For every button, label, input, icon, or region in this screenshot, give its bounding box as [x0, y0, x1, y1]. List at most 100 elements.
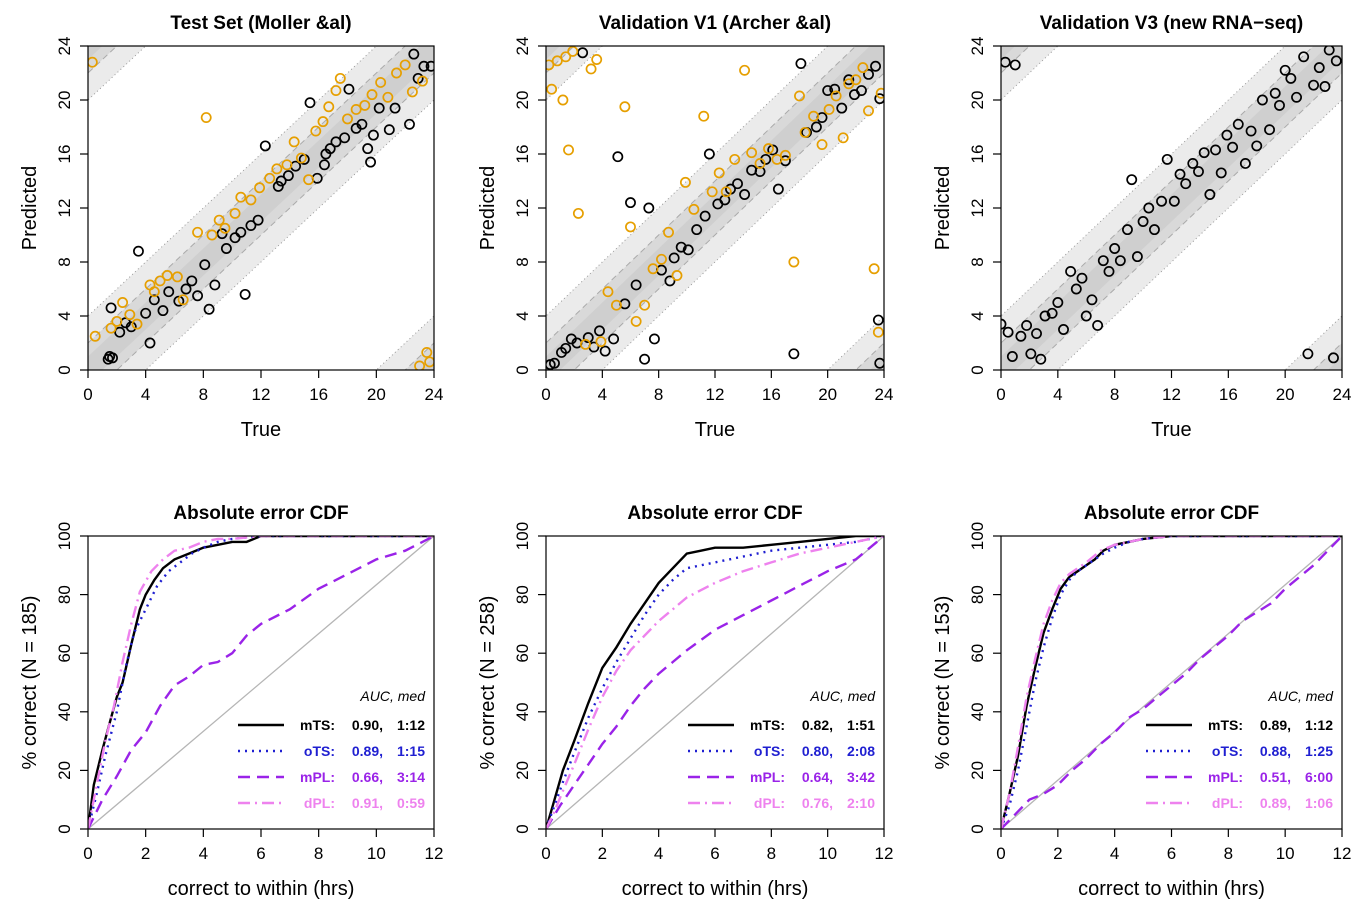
- data-point: [1232, 118, 1244, 130]
- legend-med: 6:00: [1305, 769, 1333, 785]
- data-point: [1256, 94, 1268, 106]
- data-point: [608, 333, 620, 345]
- data-point: [713, 167, 725, 179]
- legend-auc: 0.51,: [1260, 769, 1291, 785]
- data-point: [719, 194, 731, 206]
- data-point: [216, 228, 228, 240]
- x-tick-label: 20: [818, 385, 837, 404]
- chart-panel-3: 0 4 8 12 16 20 24 0 4 8 12 16 20 24 Validation V3 (new…: [932, 13, 1351, 441]
- data-point: [1245, 125, 1257, 137]
- data-point: [105, 322, 117, 334]
- data-point: [383, 124, 395, 136]
- data-point: [688, 203, 700, 215]
- data-point: [359, 99, 371, 111]
- legend-med: 3:14: [397, 769, 425, 785]
- data-point: [679, 176, 691, 188]
- data-point: [288, 136, 300, 148]
- data-point: [729, 153, 741, 165]
- x-axis: 0 4 8 12 16 20 24: [541, 370, 893, 404]
- data-point: [1239, 157, 1251, 169]
- data-point: [863, 105, 874, 117]
- data-point: [810, 121, 822, 133]
- data-point: [546, 83, 558, 95]
- data-point: [350, 103, 362, 115]
- y-tick-label: 4: [513, 311, 532, 320]
- data-point: [1006, 351, 1018, 362]
- y-tick-label: 0: [968, 824, 987, 833]
- x-tick-label: 4: [141, 385, 150, 404]
- legend-auc: 0.88,: [1260, 743, 1291, 759]
- x-tick-label: 4: [1053, 385, 1062, 404]
- guide-dotted: [375, 315, 434, 370]
- plot-area: [546, 46, 884, 370]
- legend-med: 1:51: [847, 717, 875, 733]
- x-tick-label: 12: [875, 844, 894, 863]
- data-point: [192, 290, 204, 302]
- legend-name: dPL:: [1212, 795, 1243, 811]
- chart-title: Test Set (Moller &al): [170, 13, 351, 34]
- y-tick-label: 100: [968, 522, 987, 550]
- data-point: [567, 46, 579, 57]
- data-point: [124, 309, 136, 321]
- data-point: [663, 226, 674, 238]
- y-tick-label: 8: [968, 257, 987, 266]
- y-tick-label: 0: [55, 824, 74, 833]
- data-point: [794, 90, 805, 102]
- data-point: [830, 90, 842, 102]
- data-point: [579, 338, 591, 350]
- plot-area: [1001, 536, 1342, 829]
- data-point: [546, 59, 555, 71]
- data-point: [1323, 46, 1335, 56]
- data-point: [788, 348, 800, 360]
- data-point: [822, 85, 834, 97]
- data-point: [799, 126, 811, 138]
- band-inner-2: [855, 343, 884, 370]
- x-tick-label: 8: [314, 844, 323, 863]
- data-point: [703, 148, 715, 160]
- x-tick-label: 6: [256, 844, 265, 863]
- data-point: [625, 221, 636, 233]
- data-point: [318, 159, 330, 171]
- y-axis-label: % correct (N = 153): [932, 596, 954, 770]
- legend-auc: 0.80,: [802, 743, 833, 759]
- data-point: [1285, 72, 1297, 84]
- x-tick-label: 8: [1224, 844, 1233, 863]
- y-tick-label: 20: [55, 761, 74, 780]
- x-tick-label: 0: [83, 844, 92, 863]
- data-point: [1291, 91, 1302, 103]
- data-point: [414, 360, 426, 370]
- data-point: [699, 210, 711, 222]
- legend-auc: 0.76,: [802, 795, 833, 811]
- data-point: [668, 252, 680, 264]
- data-point: [295, 152, 307, 164]
- data-point: [382, 91, 394, 103]
- data-point: [874, 357, 884, 369]
- y-tick-label: 8: [513, 257, 532, 266]
- data-point: [691, 224, 703, 236]
- guide-dashed: [116, 72, 434, 370]
- data-point: [356, 118, 368, 130]
- data-point: [235, 226, 247, 238]
- y-tick-label: 80: [513, 585, 532, 604]
- data-point: [639, 353, 651, 365]
- data-point: [209, 279, 221, 291]
- y-tick-label: 40: [513, 702, 532, 721]
- data-point: [324, 143, 336, 155]
- x-tick-label: 8: [1110, 385, 1119, 404]
- data-point: [199, 259, 211, 271]
- data-point: [111, 315, 123, 327]
- x-tick-label: 10: [818, 844, 837, 863]
- chart-panel-1: 0 4 8 12 16 20 24 0 4 8 12 16 20 24 Test Set (Moller &…: [19, 13, 443, 441]
- y-tick-label: 100: [513, 522, 532, 550]
- data-point: [1052, 297, 1064, 308]
- y-tick-label: 24: [513, 37, 532, 56]
- data-point: [1319, 81, 1331, 92]
- y-tick-label: 0: [55, 365, 74, 374]
- legend-name: mPL:: [1208, 769, 1243, 785]
- plot-area: [88, 46, 434, 370]
- x-tick-label: 12: [1162, 385, 1181, 404]
- data-point: [599, 345, 611, 357]
- data-point: [1313, 62, 1325, 74]
- data-point: [816, 139, 828, 150]
- data-point: [133, 245, 144, 257]
